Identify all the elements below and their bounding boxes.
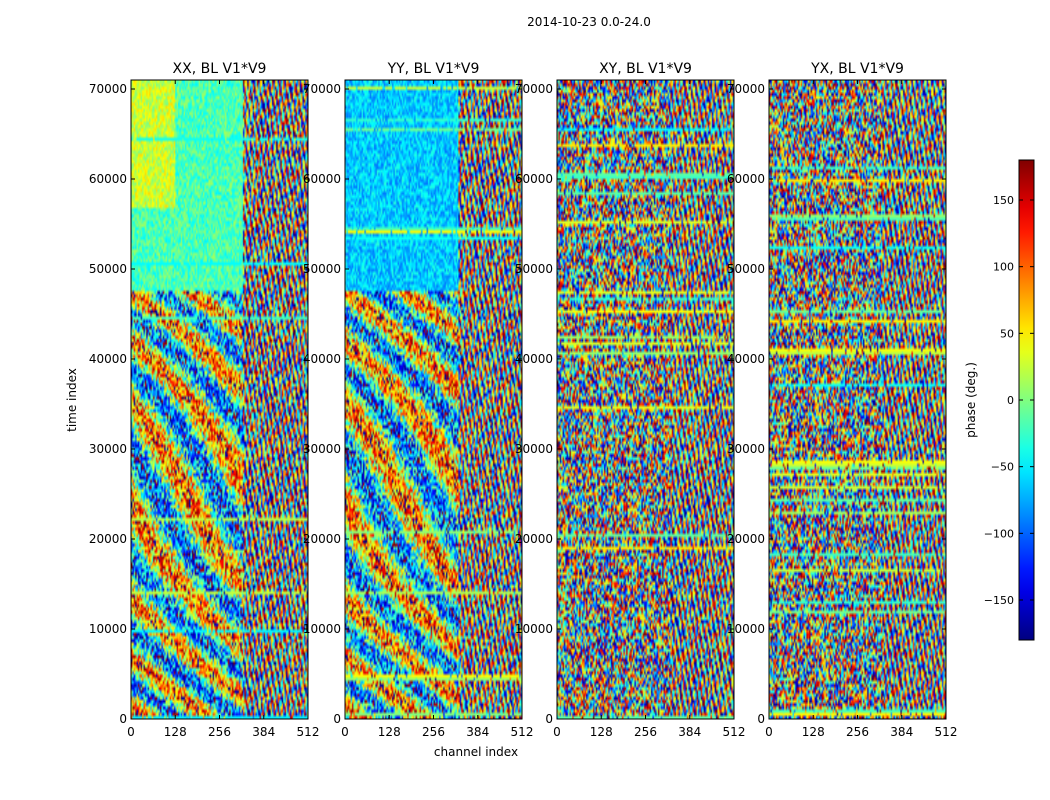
x-axis-label: channel index — [434, 745, 518, 759]
y-tick-label: 50000 — [89, 262, 127, 276]
y-tick-label: 20000 — [89, 532, 127, 546]
y-tick-label: 20000 — [303, 532, 341, 546]
panel-title: XX, BL V1*V9 — [173, 61, 267, 77]
x-tick-label: 128 — [164, 725, 187, 739]
y-tick-label: 30000 — [515, 442, 553, 456]
y-tick-label: 30000 — [89, 442, 127, 456]
y-tick-label: 30000 — [727, 442, 765, 456]
x-tick-label: 128 — [378, 725, 401, 739]
x-tick-label: 0 — [765, 725, 773, 739]
y-tick-label: 0 — [333, 712, 341, 726]
colorbar-label: phase (deg.) — [964, 362, 978, 438]
x-tick-label: 384 — [252, 725, 275, 739]
y-tick-label: 10000 — [89, 622, 127, 636]
colorbar-tick-label: −100 — [984, 527, 1014, 540]
y-tick-label: 70000 — [303, 82, 341, 96]
y-tick-label: 10000 — [515, 622, 553, 636]
colorbar-tick-label: 50 — [1000, 327, 1014, 340]
y-axis-label: time index — [65, 368, 79, 432]
y-tick-label: 60000 — [727, 172, 765, 186]
colorbar-tick-label: −50 — [991, 461, 1014, 474]
x-tick-label: 0 — [341, 725, 349, 739]
panel-title: YX, BL V1*V9 — [810, 61, 904, 77]
x-tick-label: 384 — [678, 725, 701, 739]
heatmap-image — [131, 80, 308, 719]
y-tick-label: 70000 — [515, 82, 553, 96]
y-tick-label: 40000 — [727, 352, 765, 366]
colorbar: −150 −100 −50 0 50 100 150 — [984, 159, 1035, 641]
x-tick-label: 384 — [466, 725, 489, 739]
panel-yy: YY, BL V1*V9 0 128 256 384 512 0 10000 20000 3000… — [303, 61, 534, 739]
colorbar-tick-label: 150 — [993, 194, 1014, 207]
y-tick-label: 60000 — [303, 172, 341, 186]
y-tick-label: 10000 — [303, 622, 341, 636]
y-tick-label: 40000 — [89, 352, 127, 366]
x-tick-label: 384 — [890, 725, 913, 739]
heatmap-image — [769, 80, 946, 719]
y-tick-label: 0 — [757, 712, 765, 726]
y-tick-label: 50000 — [515, 262, 553, 276]
colorbar-tick-label: 100 — [993, 261, 1014, 274]
y-tick-label: 70000 — [727, 82, 765, 96]
y-tick-label: 40000 — [303, 352, 341, 366]
x-tick-label: 256 — [208, 725, 231, 739]
x-tick-label: 256 — [634, 725, 657, 739]
y-tick-label: 20000 — [515, 532, 553, 546]
x-tick-label: 128 — [590, 725, 613, 739]
colorbar-tick-label: −150 — [984, 594, 1014, 607]
y-tick-label: 60000 — [89, 172, 127, 186]
y-tick-label: 70000 — [89, 82, 127, 96]
heatmap-image — [345, 80, 522, 719]
colorbar-tick-label: 0 — [1007, 394, 1014, 407]
figure-title: 2014-10-23 0.0-24.0 — [527, 15, 651, 29]
x-tick-label: 128 — [802, 725, 825, 739]
panel-xy: XY, BL V1*V9 0 128 256 384 512 0 10000 20000 3000… — [515, 61, 746, 739]
y-tick-label: 20000 — [727, 532, 765, 546]
x-tick-label: 0 — [553, 725, 561, 739]
y-tick-label: 30000 — [303, 442, 341, 456]
panel-yx: YX, BL V1*V9 0 128 256 384 512 0 10000 20000 3000… — [727, 61, 958, 739]
panel-title: XY, BL V1*V9 — [599, 61, 692, 77]
x-tick-label: 0 — [127, 725, 135, 739]
y-tick-label: 60000 — [515, 172, 553, 186]
x-tick-label: 256 — [846, 725, 869, 739]
x-tick-label: 512 — [935, 725, 958, 739]
y-tick-label: 50000 — [727, 262, 765, 276]
y-tick-label: 40000 — [515, 352, 553, 366]
x-tick-label: 256 — [422, 725, 445, 739]
y-tick-label: 0 — [119, 712, 127, 726]
y-tick-label: 0 — [545, 712, 553, 726]
y-tick-label: 10000 — [727, 622, 765, 636]
y-tick-label: 50000 — [303, 262, 341, 276]
panels: XX, BL V1*V9 0 128 256 384 512 0 10000 20000 3000… — [89, 61, 958, 739]
heatmap-image — [557, 80, 734, 719]
x-tick-label: 512 — [297, 725, 320, 739]
x-tick-label: 512 — [511, 725, 534, 739]
panel-title: YY, BL V1*V9 — [387, 61, 480, 77]
x-tick-label: 512 — [723, 725, 746, 739]
panel-xx: XX, BL V1*V9 0 128 256 384 512 0 10000 20000 3000… — [89, 61, 320, 739]
